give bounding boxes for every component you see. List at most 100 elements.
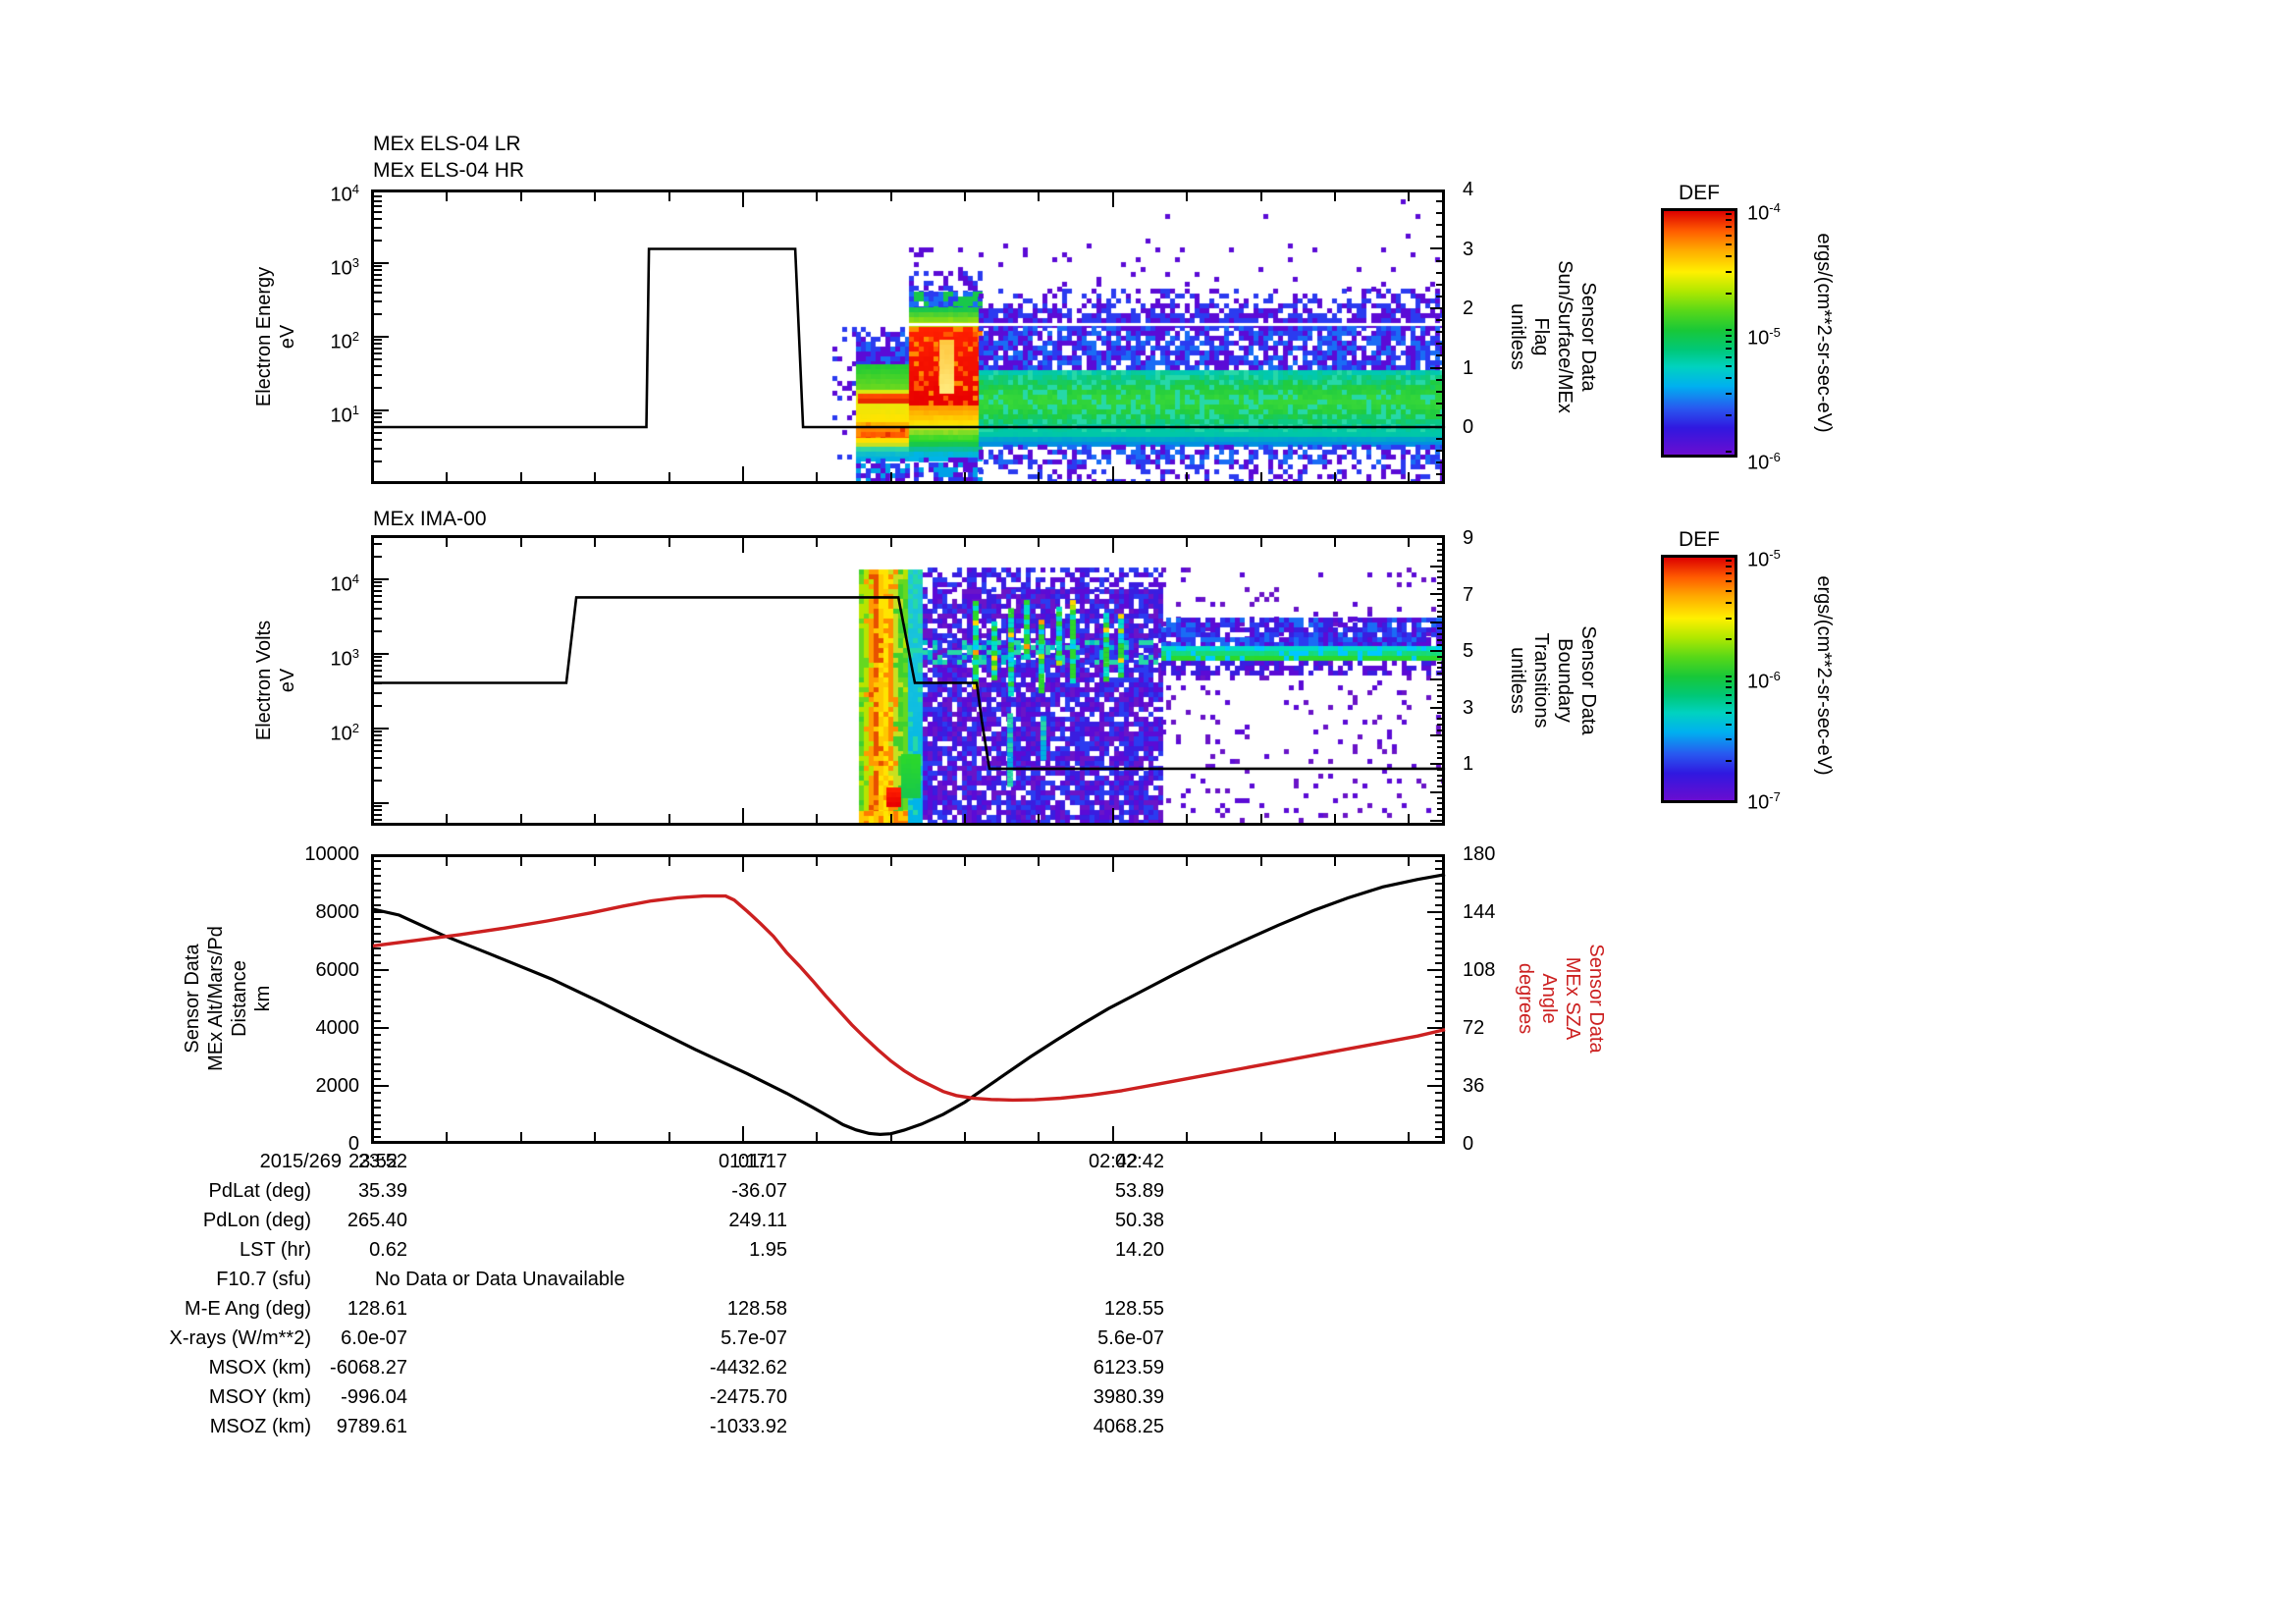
- axis-tick: [374, 802, 389, 804]
- axis-tick: [374, 581, 382, 583]
- axis-tick: [1260, 1132, 1262, 1141]
- axis-tick: [1408, 857, 1410, 866]
- axis-tick: [1726, 618, 1732, 620]
- axis-tick: [1437, 808, 1442, 810]
- axis-tick: [1726, 580, 1732, 582]
- axis-tick: [374, 343, 382, 345]
- axis-tick: [1726, 760, 1732, 762]
- axis-tick: [1260, 538, 1262, 547]
- axis-label-line: Electron Volts: [253, 620, 275, 741]
- axis-tick: [1435, 1078, 1442, 1080]
- axis-tick: [374, 984, 381, 986]
- axis-tick: [374, 1034, 381, 1036]
- axis-tick: [374, 896, 381, 898]
- axis-tick: [374, 292, 382, 294]
- axis-tick: [446, 538, 448, 547]
- p3-left-tick-label: 2000: [315, 1075, 360, 1097]
- axis-tick: [520, 814, 522, 823]
- axis-tick: [374, 819, 382, 821]
- p1-left-tick-label: 102: [330, 329, 359, 353]
- axis-tick: [374, 374, 382, 376]
- axis-tick: [374, 676, 382, 677]
- axis-tick: [1437, 605, 1442, 607]
- axis-tick: [1437, 554, 1442, 556]
- axis-tick: [1334, 1132, 1336, 1141]
- axis-tick: [374, 336, 389, 338]
- axis-tick: [1436, 200, 1442, 202]
- axis-tick: [374, 416, 382, 418]
- axis-tick: [668, 538, 670, 547]
- axis-tick: [742, 1126, 744, 1141]
- axis-tick: [1437, 780, 1442, 782]
- axis-label-line: MEx Alt/Mars/Pd: [205, 926, 227, 1071]
- axis-tick: [1436, 438, 1442, 440]
- axis-tick: [374, 730, 382, 732]
- p2-right-tick-label: 3: [1463, 697, 1474, 719]
- axis-tick: [1435, 976, 1442, 978]
- p2-right-tick-label: 9: [1463, 527, 1474, 549]
- axis-tick: [1112, 466, 1114, 481]
- axis-label-line: km: [252, 985, 274, 1012]
- axis-tick: [374, 1100, 381, 1102]
- axis-tick: [1435, 860, 1442, 862]
- axis-tick: [1112, 192, 1114, 207]
- axis-tick: [1436, 450, 1442, 452]
- axis-tick: [1435, 947, 1442, 949]
- axis-tick: [374, 352, 382, 354]
- axis-tick: [1436, 331, 1442, 333]
- axis-tick: [890, 538, 892, 547]
- axis-tick: [964, 538, 966, 547]
- axis-label-line: unitless: [1507, 303, 1528, 370]
- axis-tick: [1186, 472, 1188, 481]
- axis-tick: [374, 618, 382, 620]
- axis-tick: [1430, 426, 1442, 428]
- axis-tick: [1334, 472, 1336, 481]
- table-time-cell: 01:17: [737, 1151, 787, 1172]
- axis-tick: [1437, 667, 1442, 669]
- axis-label-line: Sensor Data: [1577, 282, 1599, 392]
- axis-tick: [1430, 707, 1442, 709]
- axis-tick: [374, 962, 381, 964]
- axis-tick: [1726, 414, 1732, 416]
- panel1-title-line2: MEx ELS-04 HR: [373, 159, 525, 182]
- axis-tick: [1435, 999, 1442, 1001]
- p3-left-tick-label: 0: [347, 1133, 359, 1155]
- axis-tick: [668, 192, 670, 201]
- axis-tick: [520, 857, 522, 866]
- p1-right-tick-label: 4: [1463, 179, 1474, 200]
- axis-tick: [374, 780, 382, 782]
- axis-tick: [1038, 1132, 1040, 1141]
- axis-tick: [374, 279, 382, 281]
- axis-tick: [374, 739, 382, 741]
- table-row-label: MSOZ (km): [209, 1416, 311, 1437]
- axis-tick: [1186, 814, 1188, 823]
- p3-right-tick-label: 108: [1463, 959, 1496, 981]
- axis-tick: [446, 472, 448, 481]
- axis-label-line: Sensor Data: [1577, 625, 1599, 735]
- p2-left-tick-label: 104: [330, 571, 359, 596]
- axis-tick: [374, 195, 382, 197]
- axis-tick: [1436, 284, 1442, 286]
- axis-tick: [374, 1027, 389, 1029]
- axis-tick: [1726, 235, 1732, 237]
- axis-tick: [1260, 192, 1262, 201]
- axis-tick: [1437, 549, 1442, 551]
- axis-tick: [1435, 991, 1442, 993]
- table-value-cell: 3980.39: [1093, 1386, 1164, 1408]
- axis-tick: [374, 543, 382, 545]
- axis-tick: [1408, 192, 1410, 201]
- axis-tick: [1436, 224, 1442, 226]
- p1-right-tick-label: 3: [1463, 239, 1474, 260]
- p1-right-tick-label: 1: [1463, 357, 1474, 379]
- axis-tick: [1437, 543, 1442, 545]
- axis-tick: [1435, 1049, 1442, 1051]
- axis-tick: [816, 1132, 818, 1141]
- table-value-cell: -996.04: [341, 1386, 407, 1408]
- axis-tick: [964, 472, 966, 481]
- axis-tick: [742, 808, 744, 823]
- axis-label-line: unitless: [1507, 647, 1528, 714]
- p3-left-tick-label: 6000: [315, 959, 360, 981]
- axis-tick: [1436, 343, 1442, 345]
- axis-tick: [374, 728, 389, 730]
- axis-tick: [374, 227, 382, 229]
